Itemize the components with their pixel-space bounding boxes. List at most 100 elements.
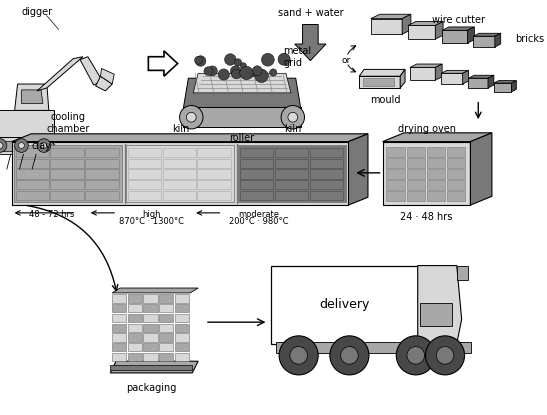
Polygon shape — [473, 33, 501, 36]
Circle shape — [426, 336, 464, 375]
Bar — [159, 343, 173, 352]
Polygon shape — [488, 75, 494, 88]
Bar — [16, 180, 49, 189]
Circle shape — [330, 336, 369, 375]
Bar — [406, 147, 425, 156]
Bar — [240, 191, 274, 200]
Polygon shape — [295, 24, 326, 61]
Polygon shape — [408, 22, 443, 25]
Polygon shape — [435, 64, 442, 80]
Polygon shape — [382, 142, 470, 205]
Bar — [162, 159, 196, 168]
Bar — [240, 180, 274, 189]
Polygon shape — [410, 64, 442, 68]
Bar — [112, 353, 126, 361]
Bar — [174, 353, 189, 361]
Circle shape — [270, 69, 277, 76]
Circle shape — [281, 105, 305, 129]
Bar — [275, 180, 309, 189]
Bar — [197, 191, 231, 200]
Bar — [275, 191, 309, 200]
Bar — [85, 159, 119, 168]
Polygon shape — [21, 90, 43, 104]
Text: 200°C · 980°C: 200°C · 980°C — [229, 217, 288, 226]
Bar — [50, 159, 84, 168]
Bar — [50, 191, 84, 200]
Polygon shape — [11, 134, 368, 142]
Bar — [143, 333, 158, 342]
Bar — [427, 181, 445, 190]
Text: wire cutter: wire cutter — [432, 15, 485, 24]
Bar — [197, 169, 231, 179]
Bar — [387, 181, 405, 190]
Polygon shape — [193, 73, 291, 93]
Polygon shape — [442, 27, 474, 30]
Bar — [310, 191, 343, 200]
Polygon shape — [494, 83, 511, 92]
Bar — [112, 314, 126, 322]
Circle shape — [290, 347, 307, 364]
Bar — [197, 180, 231, 189]
Bar — [363, 78, 394, 86]
Text: kiln: kiln — [172, 124, 189, 134]
Polygon shape — [468, 78, 488, 88]
Polygon shape — [96, 76, 112, 91]
Bar — [162, 148, 196, 157]
Bar — [406, 158, 425, 168]
Polygon shape — [371, 19, 402, 34]
Bar — [50, 169, 84, 179]
Polygon shape — [408, 25, 435, 39]
Bar — [128, 324, 142, 332]
Circle shape — [231, 69, 241, 79]
Bar — [162, 180, 196, 189]
Bar — [174, 304, 189, 312]
Polygon shape — [101, 68, 114, 84]
Bar — [446, 169, 465, 179]
Text: bricks: bricks — [515, 34, 544, 44]
Text: cooling
chamber: cooling chamber — [46, 112, 90, 134]
Bar — [238, 144, 346, 202]
Text: delivery: delivery — [319, 298, 370, 311]
Polygon shape — [495, 33, 501, 47]
Bar — [174, 333, 189, 342]
Polygon shape — [402, 14, 411, 34]
Circle shape — [37, 139, 51, 152]
Bar — [162, 191, 196, 200]
Polygon shape — [183, 78, 301, 107]
Bar — [128, 191, 161, 200]
Circle shape — [218, 69, 229, 80]
Polygon shape — [348, 134, 368, 205]
Circle shape — [255, 69, 268, 83]
Polygon shape — [37, 57, 83, 91]
Polygon shape — [463, 71, 468, 84]
Polygon shape — [80, 57, 102, 85]
Bar — [128, 159, 161, 168]
Bar — [16, 191, 49, 200]
Bar — [174, 343, 189, 352]
Bar — [112, 294, 126, 303]
Bar — [50, 180, 84, 189]
Bar — [143, 324, 158, 332]
Bar — [427, 158, 445, 168]
Polygon shape — [11, 142, 348, 205]
Polygon shape — [110, 365, 193, 370]
Bar — [310, 159, 343, 168]
Polygon shape — [183, 107, 301, 127]
Polygon shape — [468, 75, 494, 78]
Text: mould: mould — [370, 95, 401, 105]
Circle shape — [240, 66, 253, 80]
Circle shape — [19, 143, 25, 149]
Polygon shape — [110, 361, 198, 373]
Text: packaging: packaging — [126, 383, 177, 393]
Bar — [310, 148, 343, 157]
Text: moderate: moderate — [238, 210, 279, 219]
Text: or: or — [341, 56, 351, 65]
Polygon shape — [511, 81, 516, 92]
Circle shape — [341, 347, 358, 364]
Circle shape — [252, 66, 262, 76]
Bar — [387, 158, 405, 168]
Bar — [240, 169, 274, 179]
Text: 48 - 72 hrs: 48 - 72 hrs — [30, 210, 74, 219]
Polygon shape — [435, 22, 443, 39]
Circle shape — [437, 347, 454, 364]
